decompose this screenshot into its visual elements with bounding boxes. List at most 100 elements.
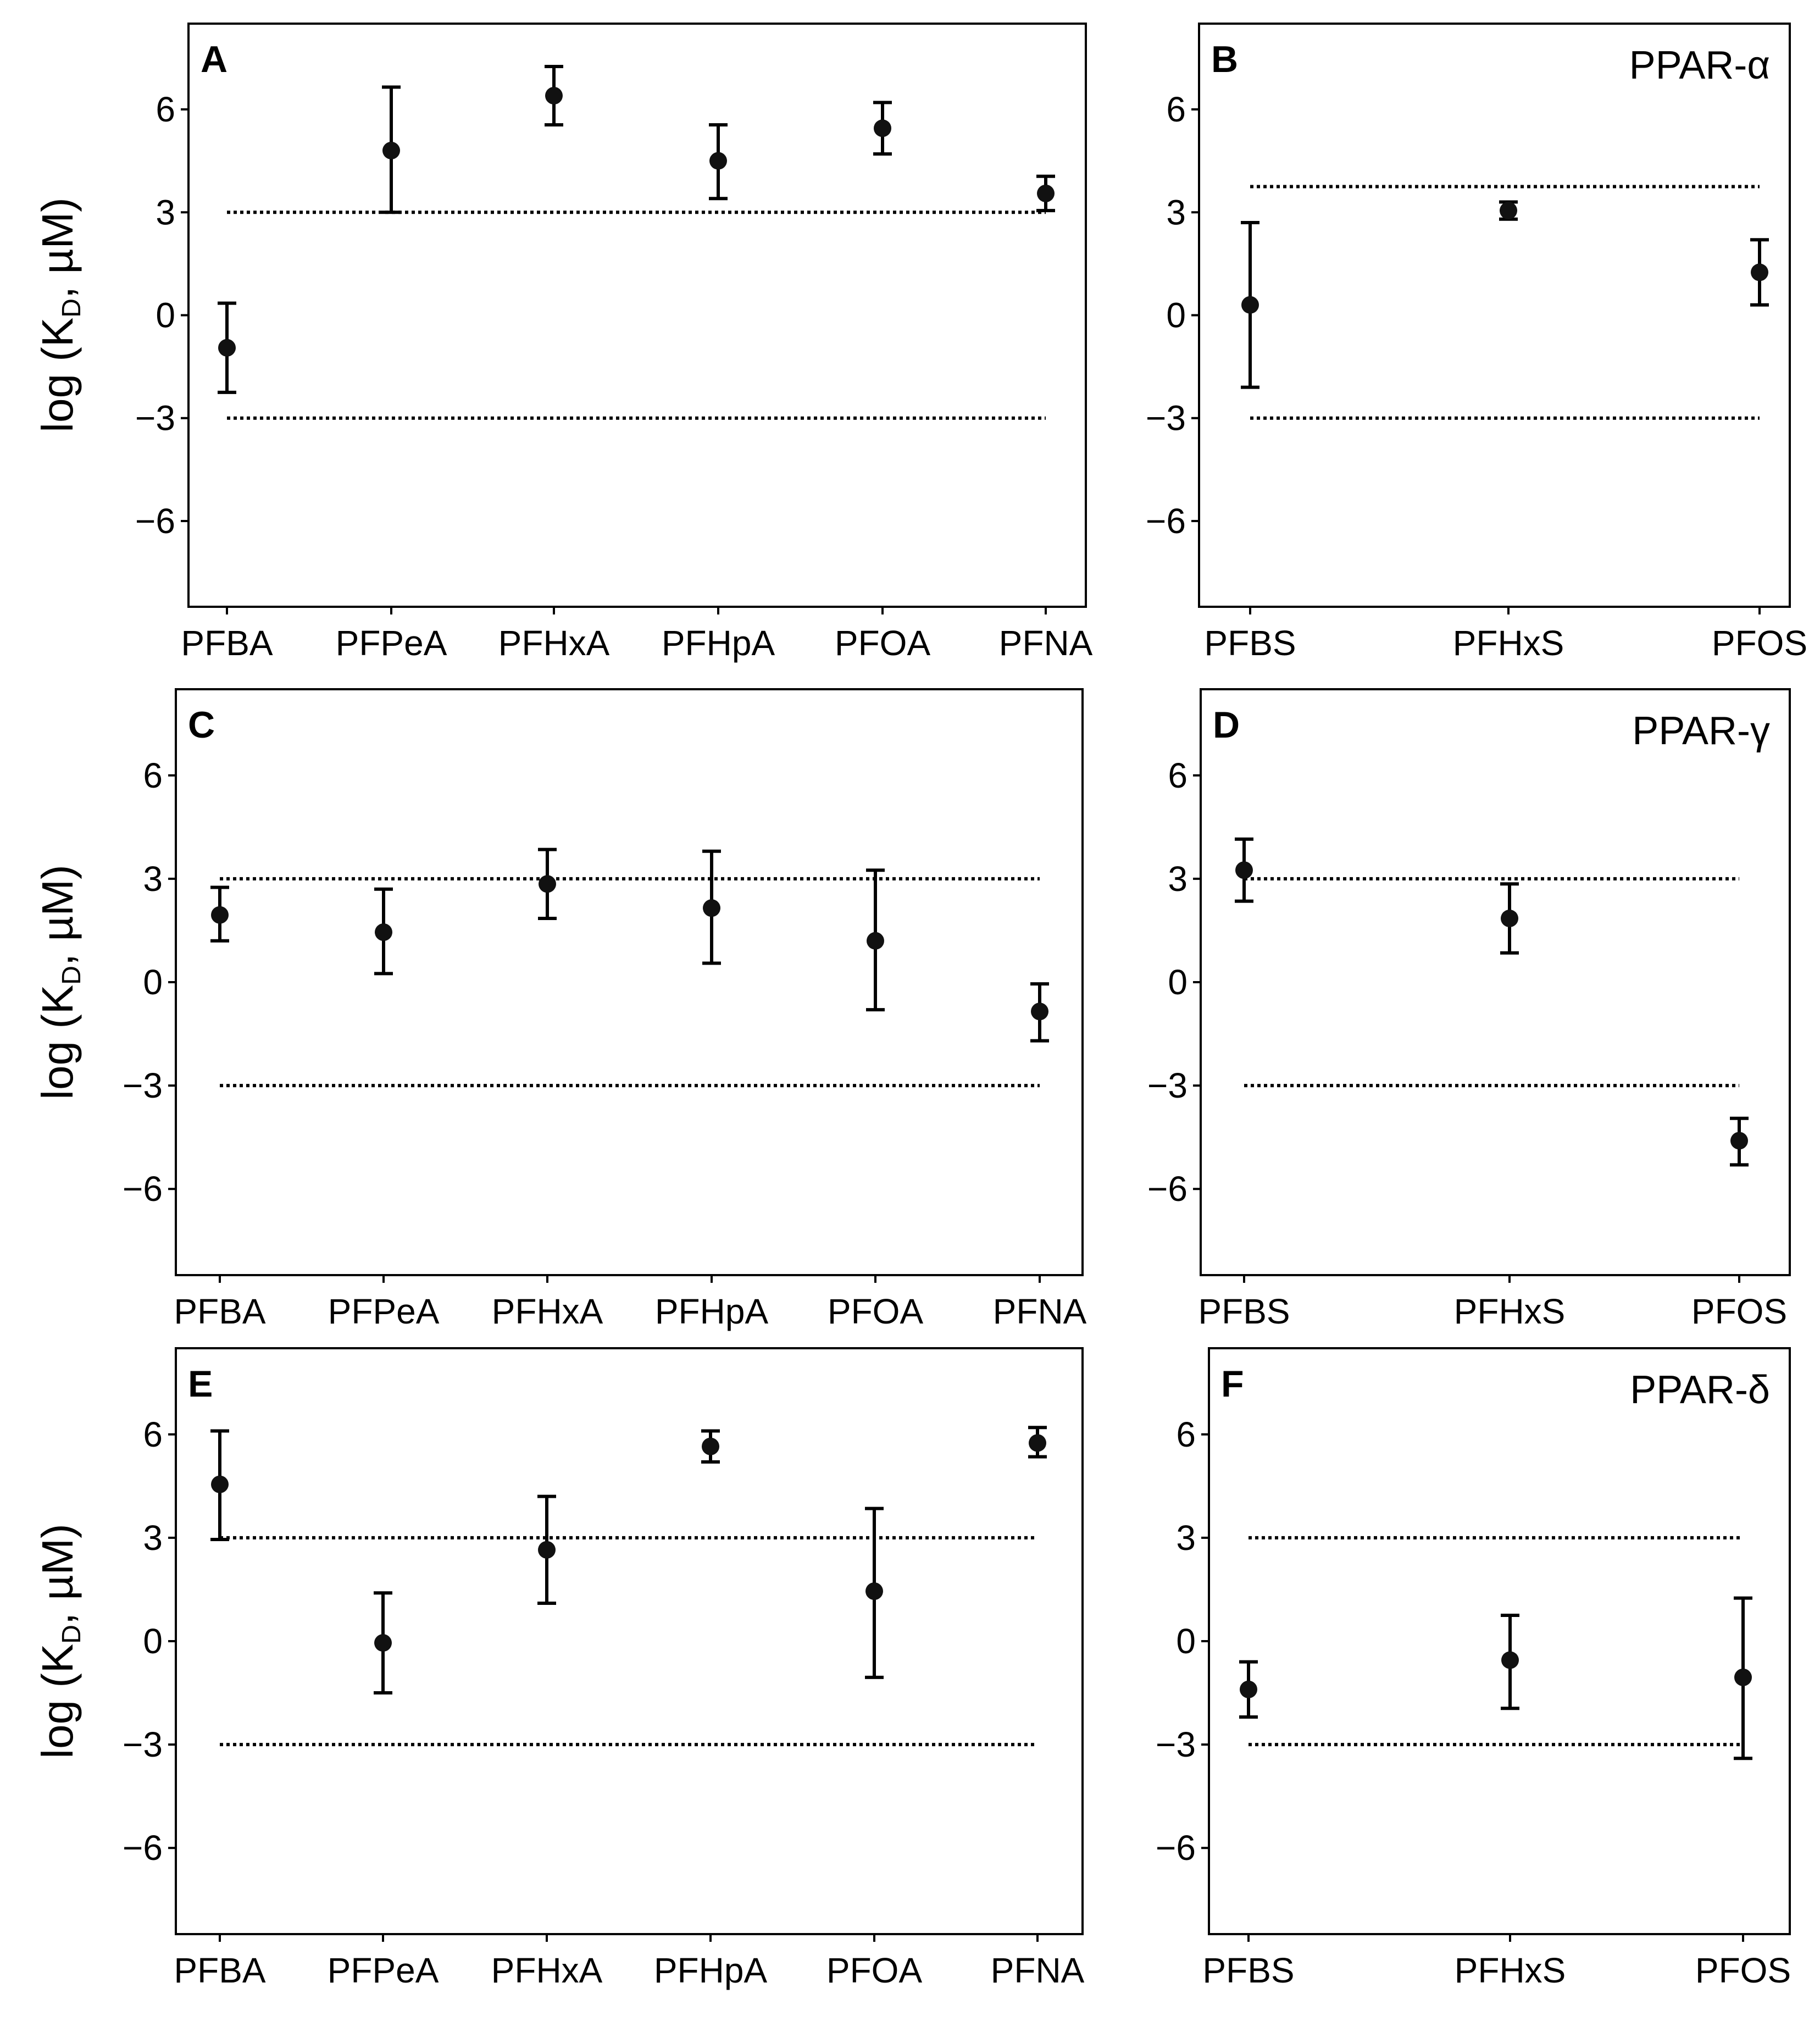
y-tick-label: −3 [1147,1066,1188,1105]
data-point-pfoa [865,1507,884,1679]
marker [1501,1651,1519,1669]
panel-letter: F [1221,1363,1244,1405]
marker [702,1437,719,1455]
marker [1734,1668,1752,1686]
y-axis-label: log (KD, µM) [33,197,86,432]
marker [211,1475,229,1493]
y-label-suffix: , µM) [33,1524,82,1625]
x-tick-label-pfhxa: PFHxA [492,1292,603,1331]
marker [1500,202,1517,220]
x-tick-label-pfba: PFBA [174,1951,265,1990]
data-point-pfhpa [701,1429,720,1464]
panel-title: PPAR-α [1629,43,1770,87]
marker [1029,1434,1046,1452]
data-point-pfba [218,301,236,394]
y-tick-label: 3 [156,192,175,232]
marker [1751,263,1768,281]
panel-E: 6 3 0 −3 −6 PFBA PFPeA PFHxA PFHpA PFOA PFNA E [123,1347,1085,1990]
data-point-pfpea [382,85,401,214]
y-tick-label: 3 [143,859,163,899]
marker [1031,1003,1048,1021]
y-tick-label: −6 [1147,1169,1188,1209]
x-tick-label-pfhpa: PFHpA [654,1951,768,1990]
data-point-pfhpa [709,123,728,201]
data-point-pfhxa [545,65,563,127]
x-tick-label-pfhpa: PFHpA [662,623,775,663]
x-tick-label-pfhpa: PFHpA [655,1292,769,1331]
x-tick-label-pfna: PFNA [999,623,1093,663]
data-point-pfhxa [537,1494,556,1605]
marker [218,339,236,357]
panel-letter: A [201,38,228,80]
marker [545,87,563,105]
data-point-pfos [1734,1596,1752,1760]
marker [382,141,400,159]
y-label-subscript: D [57,298,86,318]
y-label-prefix: log (K [33,318,82,433]
y-tick-label: 3 [1176,1518,1196,1558]
y-tick-label: 3 [1168,859,1188,899]
y-label-subscript: D [57,966,86,985]
marker [211,906,229,924]
x-tick-label-pfba: PFBA [174,1292,265,1331]
data-point-pfpea [374,1591,392,1695]
data-point-pfhxs [1499,200,1518,221]
x-tick-label-pfpea: PFPeA [328,1951,439,1990]
data-point-pfna [1030,982,1049,1043]
marker [1501,909,1518,927]
marker [703,899,720,917]
marker [375,923,392,941]
panel-letter: C [188,704,215,746]
marker [1037,184,1055,202]
marker [538,1541,556,1559]
x-tick-label-pfbs: PFBS [1202,1951,1294,1990]
panel-B: 6 3 0 −3 −6 PFBS PFHxS PFOS B PPAR-α [1146,23,1807,663]
panel-letter: E [188,1363,213,1405]
data-point-pfhxs [1501,1613,1519,1710]
y-tick-label: 0 [156,296,175,335]
y-tick-label: 0 [1166,296,1186,335]
data-point-pfhxs [1500,882,1519,955]
data-point-pfpea [374,887,393,976]
panel-C: 6 3 0 −3 −6 PFBA PFPeA PFHxA PFHpA PFOA PFNA C [123,688,1087,1331]
panel-letter: B [1211,38,1238,80]
y-tick-label: 6 [1168,756,1188,795]
data-point-pfos [1730,1116,1749,1167]
y-tick-label: −6 [1156,1828,1196,1868]
y-axis-label: log (KD, µM) [33,865,86,1099]
data-point-pfba [210,1429,229,1542]
x-tick-label-pfos: PFOS [1695,1951,1791,1990]
data-point-pfhxa [538,848,557,920]
y-label-suffix: , µM) [33,197,82,298]
data-point-pfbs [1241,220,1259,389]
marker [867,932,884,950]
y-tick-label: 0 [1176,1621,1196,1661]
x-tick-label-pfpea: PFPeA [336,623,447,663]
marker [1730,1132,1748,1150]
y-tick-label: 0 [143,1621,163,1661]
x-tick-label-pfhxs: PFHxS [1455,1951,1566,1990]
panel-title: PPAR-δ [1630,1368,1770,1412]
y-tick-label: 6 [1166,90,1186,129]
y-label-suffix: , µM) [33,865,82,966]
y-tick-label: 6 [143,1415,163,1454]
x-tick-label-pfna: PFNA [993,1292,1087,1331]
x-tick-label-pfbs: PFBS [1204,623,1296,663]
data-point-pfna [1036,174,1055,213]
marker [865,1582,883,1600]
y-tick-label: −6 [123,1169,163,1209]
data-point-pfba [210,885,229,943]
data-point-pfbs [1239,1660,1258,1719]
y-tick-label: 0 [1168,962,1188,1002]
data-point-pfna [1028,1426,1047,1459]
y-tick-label: 3 [143,1518,163,1558]
x-tick-label-pfoa: PFOA [835,623,931,663]
y-tick-label: −3 [1156,1725,1196,1764]
x-tick-label-pfba: PFBA [181,623,273,663]
marker [374,1634,392,1652]
marker [709,152,727,170]
y-tick-label: 6 [1176,1415,1196,1454]
x-tick-label-pfna: PFNA [991,1951,1085,1990]
y-label-prefix: log (K [33,1644,82,1759]
